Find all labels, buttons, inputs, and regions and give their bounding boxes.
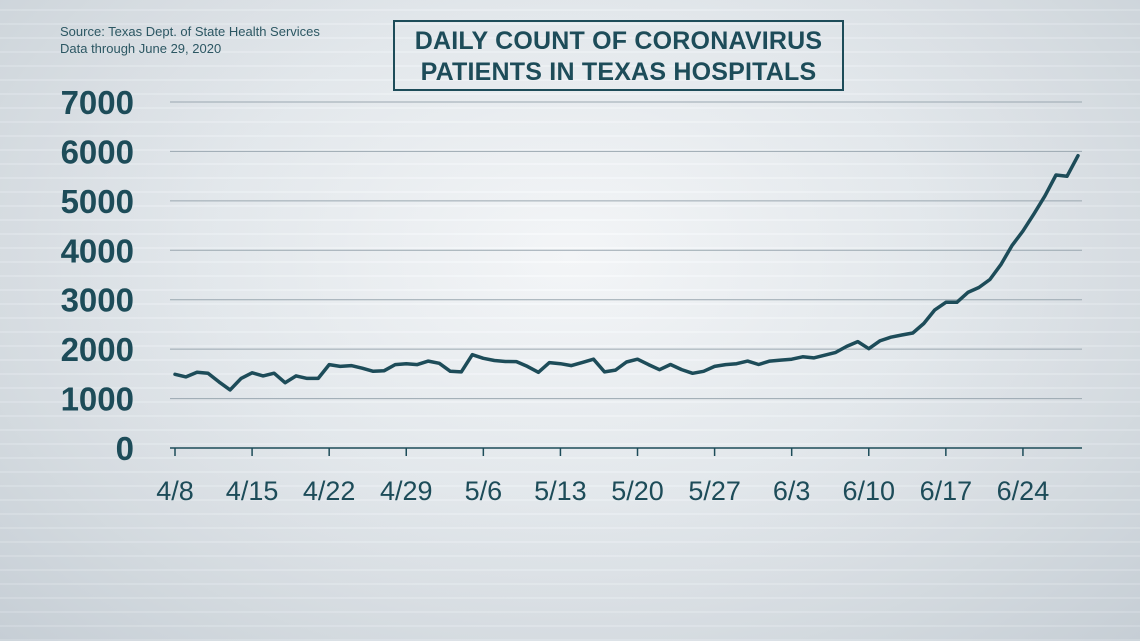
y-tick-label: 6000 [61,133,134,170]
y-tick-label: 7000 [61,84,134,121]
y-axis-ticks: 0 1000 2000 3000 4000 5000 6000 7000 [61,84,134,467]
chart-title: DAILY COUNT OF CORONAVIRUS PATIENTS IN T… [393,20,844,91]
y-tick-label: 0 [116,430,134,467]
x-tick-label: 6/10 [842,476,895,506]
y-tick-label: 4000 [61,232,134,269]
source-note: Source: Texas Dept. of State Health Serv… [60,23,320,57]
chart-title-line-2: PATIENTS IN TEXAS HOSPITALS [420,58,817,86]
source-line: Source: Texas Dept. of State Health Serv… [60,24,320,39]
x-tick-label: 5/13 [534,476,587,506]
x-tick-label: 6/17 [920,476,973,506]
x-tick-label: 6/3 [773,476,811,506]
x-tick-label: 6/24 [997,476,1050,506]
y-tick-label: 2000 [61,331,134,368]
x-tick-label: 5/20 [611,476,664,506]
x-tick-label: 5/27 [688,476,741,506]
y-tick-label: 1000 [61,381,134,418]
x-tick-label: 5/6 [465,476,503,506]
x-tick-label: 4/22 [303,476,356,506]
x-tick-label: 4/15 [226,476,279,506]
x-tick-label: 4/29 [380,476,433,506]
axes [170,447,1082,456]
y-tick-label: 3000 [61,282,134,319]
gridlines [170,101,1082,400]
series-layer [173,153,1080,392]
chart-title-line-1: DAILY COUNT OF CORONAVIRUS [414,27,823,55]
y-tick-label: 5000 [61,183,134,220]
x-tick-label: 4/8 [156,476,194,506]
series-line [173,153,1080,392]
x-axis-ticks: 4/8 4/15 4/22 4/29 5/6 5/13 5/20 5/27 6/3 6/10 6/1… [156,476,1049,506]
data-date-line: Data through June 29, 2020 [60,41,222,56]
